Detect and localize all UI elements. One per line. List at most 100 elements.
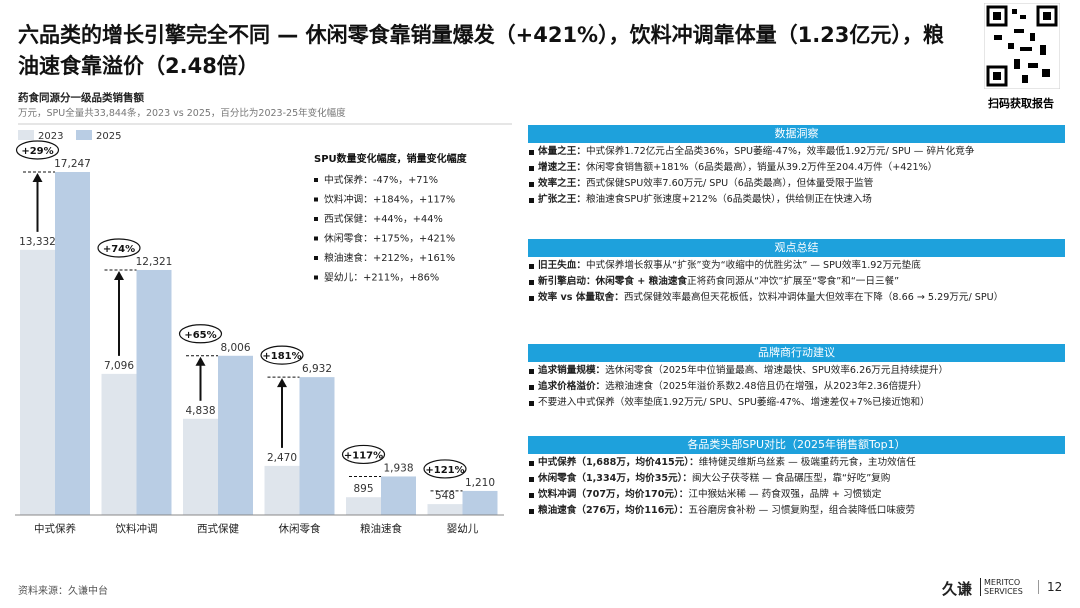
growth-label: +74% (103, 244, 135, 255)
note-text: 西式保健：+44%，+44% (324, 212, 443, 225)
panel: 观点总结 旧王失血：中式保养增长叙事从“扩张”变为“收缩中的优胜劣汰” — SPU… (528, 239, 1065, 305)
item-text: 中式保养1.72亿元占全品类36%，SPU萎缩-47%，效率最低1.92万元/ … (585, 146, 975, 157)
x-tick-label: 饮料冲调 (116, 522, 158, 535)
value-label: 2,470 (267, 452, 297, 464)
value-label: 548 (435, 490, 455, 502)
note-bullet (314, 217, 318, 221)
item-text: 选休闲零食（2025年中位销量最高、增速最快、SPU效率6.26万元且持续提升） (605, 365, 949, 376)
panel-item: 追求销量规模：选休闲零食（2025年中位销量最高、增速最快、SPU效率6.26万… (528, 364, 1065, 378)
bar (427, 504, 463, 515)
legend-swatch (76, 130, 92, 140)
qr-code (984, 3, 1060, 89)
item-label: 中式保养（1,688万，均价415元）： (538, 457, 699, 468)
bar (264, 465, 300, 515)
item-label: 增速之王： (538, 162, 586, 173)
note-bullet (314, 197, 318, 202)
note-text: 粮油速食：+212%，+161% (324, 251, 455, 264)
bar (218, 355, 253, 515)
value-label: 6,932 (302, 363, 332, 375)
arrow-head (195, 356, 206, 366)
bar (299, 377, 335, 515)
item-text: 不要进入中式保养（效率垫底1.92万元/ SPU、SPU萎缩-47%、增速差仅+… (538, 397, 930, 408)
note-bullet (314, 178, 318, 182)
item-label: 饮料冲调（707万，均价170元）： (538, 489, 689, 500)
x-tick-label: 休闲零食 (279, 522, 321, 535)
arrow-head (114, 270, 124, 280)
slide-title: 六品类的增长引擎完全不同 — 休闲零食靠销量爆发（+421%），饮料冲调靠体量（… (18, 23, 944, 78)
item-text: 西式保健SPU效率7.60万元/ SPU（6品类最高），但体量受限于监管 (585, 178, 874, 189)
value-label: 8,006 (220, 342, 250, 354)
value-label: 13,332 (19, 236, 56, 248)
growth-label: +181% (262, 351, 301, 362)
bar (20, 249, 55, 516)
growth-badge (260, 345, 304, 365)
legend-swatch (18, 130, 34, 140)
panel-item: 休闲零食（1,334万，均价35元）：闽大公子茯苓糕 — 食品碾压型，靠“好吃”… (528, 472, 1065, 486)
item-text: 中式保养增长叙事从“扩张”变为“收缩中的优胜劣汰” — SPU效率1.92万元垫… (585, 260, 921, 271)
note-title: SPU数量变化幅度，销量变化幅度 (314, 152, 468, 165)
item-text: 西式保健效率最高但天花板低，饮料冲调体量大但效率在下降（8.66 → 5.29万… (623, 292, 1004, 303)
item-text: 维特健灵维斯乌丝素 — 极端重药元食，主功效信任 (698, 457, 916, 468)
growth-label: +117% (344, 450, 383, 461)
panel-item: 效率 vs 体量取舍：西式保健效率最高但天花板低，饮料冲调体量大但效率在下降（8… (528, 291, 1065, 305)
x-tick-label: 婴幼儿 (447, 522, 479, 535)
item-text: 选粮油速食（2025年溢价系数2.48倍且仍在增强，从2023年2.36倍提升） (605, 381, 927, 392)
arrow-head (32, 173, 43, 182)
growth-badge (423, 459, 467, 479)
x-tick-label: 西式保健 (197, 522, 239, 535)
legend-label: 2023 (38, 131, 63, 142)
note-bullet (314, 256, 318, 260)
item-label: 休闲零食（1,334万，均价35元）： (538, 473, 693, 484)
panel: 数据洞察体量之王：中式保养1.72亿元占全品类36%，SPU萎缩-47%，效率最… (528, 125, 1065, 207)
panel-header: 数据洞察 (528, 125, 1065, 143)
panel-item: 追求价格溢价：选粮油速食（2025年溢价系数2.48倍且仍在增强，从2023年2… (528, 380, 1065, 394)
item-label: 体量之王： (538, 146, 586, 157)
source: 资料来源：久谦中台 (18, 586, 108, 597)
bar (136, 269, 172, 515)
note-text: 婴幼儿：+211%，+86% (324, 271, 439, 284)
item-text: 正将药食同源从“冲饮”扩展至“零食”和“一日三餐” (687, 276, 900, 287)
item-label: 新引擎启动：休闲零食 + 粮油速食 (538, 276, 688, 287)
note-text: 中式保养：-47%，+71% (324, 173, 438, 186)
arrow-head (277, 378, 287, 388)
bar (101, 373, 137, 515)
note-bullet (314, 236, 318, 241)
panel-header: 观点总结 (528, 239, 1065, 257)
bar (462, 490, 498, 515)
growth-label: +121% (425, 465, 464, 476)
growth-label: +65% (184, 330, 216, 341)
note-text: 休闲零食：+175%，+421% (324, 232, 455, 245)
item-text: 粮油速食SPU扩张速度+212%（6品类最快），供给侧正在快速入场 (585, 194, 872, 205)
item-label: 效率 vs 体量取舍： (538, 292, 624, 303)
chart-subtitle: 万元，SPU全量共33,844条，2023 vs 2025，百分比为2023-2… (18, 107, 346, 119)
item-label: 追求价格溢价： (538, 381, 606, 392)
panel-item: 效率之王：西式保健SPU效率7.60万元/ SPU（6品类最高），但体量受限于监… (528, 177, 1065, 191)
qr-caption: 扫码获取报告 (988, 97, 1054, 110)
x-tick-label: 粮油速食 (360, 522, 402, 535)
growth-label: +29% (21, 146, 53, 157)
item-text: 五谷磨房食补粉 — 习惯复购型，组合装降低口味疲劳 (688, 505, 916, 516)
logo: 久谦 (942, 580, 973, 598)
value-label: 17,247 (54, 158, 91, 170)
growth-badge (97, 238, 141, 258)
panel-item: 体量之王：中式保养1.72亿元占全品类36%，SPU萎缩-47%，效率最低1.9… (528, 145, 1065, 159)
bar (183, 418, 218, 515)
value-label: 12,321 (136, 256, 173, 268)
panel-item: 粮油速食（276万，均价116元）：五谷磨房食补粉 — 习惯复购型，组合装降低口… (528, 504, 1065, 518)
value-label: 7,096 (104, 360, 134, 372)
growth-badge (15, 140, 60, 160)
growth-badge (178, 324, 223, 344)
chart-title: 药食同源分一级品类销售额 (18, 91, 144, 104)
item-label: 粮油速食（276万，均价116元）： (538, 505, 689, 516)
note-box (312, 152, 508, 290)
logo-en: MERITCO SERVICES (980, 578, 1024, 596)
chart: 药食同源分一级品类销售额 万元，SPU全量共33,844条，2023 vs 20… (15, 91, 512, 535)
panel: 各品类头部SPU对比（2025年销售额Top1） 中式保养（1,688万，均价41… (528, 436, 1065, 518)
panel-header: 品牌商行动建议 (528, 344, 1065, 362)
panel-item: 增速之王：休闲零食销售额+181%（6品类最高），销量从39.2万件至204.4… (528, 161, 1065, 175)
panel-item: 不要进入中式保养（效率垫底1.92万元/ SPU、SPU萎缩-47%、增速差仅+… (528, 396, 1065, 410)
panel-item: 饮料冲调（707万，均价170元）：江中猴姑米稀 — 药食双强，品牌 + 习惯锁… (528, 488, 1065, 502)
panel-header: 各品类头部SPU对比（2025年销售额Top1） (528, 436, 1065, 454)
value-label: 1,210 (465, 477, 495, 489)
growth-badge (341, 444, 386, 465)
